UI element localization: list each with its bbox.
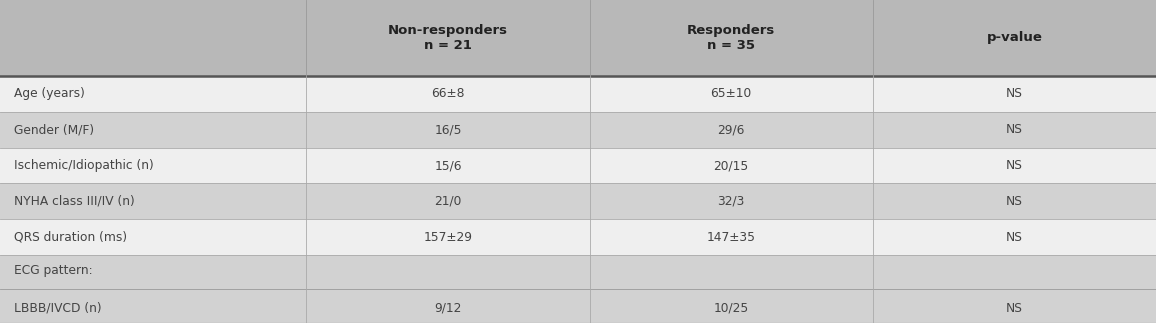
Text: ECG pattern:: ECG pattern: <box>14 264 92 276</box>
Text: p-value: p-value <box>986 31 1043 45</box>
Text: Ischemic/Idiopathic (n): Ischemic/Idiopathic (n) <box>14 159 154 172</box>
Text: NS: NS <box>1006 195 1023 208</box>
Text: 16/5: 16/5 <box>435 123 461 136</box>
Text: 66±8: 66±8 <box>431 87 465 100</box>
Text: 9/12: 9/12 <box>435 302 461 315</box>
Text: NS: NS <box>1006 159 1023 172</box>
Bar <box>0 112 1156 148</box>
Bar <box>0 183 1156 219</box>
Bar <box>0 219 1156 255</box>
Text: QRS duration (ms): QRS duration (ms) <box>14 231 127 244</box>
Bar <box>0 0 1156 76</box>
Text: Non-responders
n = 21: Non-responders n = 21 <box>388 24 507 52</box>
Text: 20/15: 20/15 <box>713 159 749 172</box>
Text: NS: NS <box>1006 87 1023 100</box>
Text: 32/3: 32/3 <box>718 195 744 208</box>
Text: NS: NS <box>1006 302 1023 315</box>
Text: 65±10: 65±10 <box>711 87 751 100</box>
Text: 15/6: 15/6 <box>435 159 461 172</box>
Text: NYHA class III/IV (n): NYHA class III/IV (n) <box>14 195 134 208</box>
Text: 10/25: 10/25 <box>713 302 749 315</box>
Bar <box>0 255 1156 323</box>
Text: NS: NS <box>1006 123 1023 136</box>
Text: Responders
n = 35: Responders n = 35 <box>687 24 776 52</box>
Text: 157±29: 157±29 <box>423 231 473 244</box>
Text: NS: NS <box>1006 231 1023 244</box>
Text: Age (years): Age (years) <box>14 87 84 100</box>
Text: Gender (M/F): Gender (M/F) <box>14 123 94 136</box>
Text: 21/0: 21/0 <box>435 195 461 208</box>
Text: 147±35: 147±35 <box>706 231 756 244</box>
Bar <box>0 148 1156 183</box>
Text: LBBB/IVCD (n): LBBB/IVCD (n) <box>14 302 102 315</box>
Bar <box>0 76 1156 112</box>
Text: 29/6: 29/6 <box>718 123 744 136</box>
